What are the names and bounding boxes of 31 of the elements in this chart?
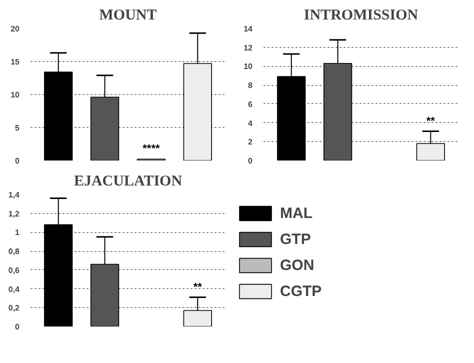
y-tick-label: 1,4 bbox=[8, 190, 20, 200]
data-label: ** bbox=[193, 281, 203, 294]
y-tick-label: 0,8 bbox=[8, 247, 20, 256]
y-tick-label: 6 bbox=[248, 100, 254, 109]
legend-label: GTP bbox=[280, 230, 311, 248]
y-tick-label: 1 bbox=[15, 228, 20, 238]
data-label: ** bbox=[426, 115, 436, 128]
chart-title: EJACULATION bbox=[74, 174, 182, 190]
y-tick-label: 4 bbox=[248, 118, 254, 128]
chart-title: MOUNT bbox=[99, 8, 157, 24]
y-tick-label: 1,2 bbox=[8, 209, 20, 218]
chart-title: INTROMISSION bbox=[304, 8, 418, 24]
y-tick-label: 0 bbox=[15, 156, 20, 166]
y-tick-label: 14 bbox=[244, 24, 254, 34]
y-tick-label: 10 bbox=[10, 90, 20, 100]
y-tick-label: 20 bbox=[10, 24, 20, 34]
y-tick-label: 12 bbox=[244, 43, 254, 52]
legend-label: CGTP bbox=[280, 282, 322, 300]
y-tick-label: 8 bbox=[248, 81, 254, 90]
y-tick-label: 0,2 bbox=[8, 304, 20, 313]
y-tick-label: 10 bbox=[244, 62, 254, 72]
y-tick-label: 0 bbox=[248, 156, 254, 166]
y-tick-label: 15 bbox=[10, 58, 20, 66]
legend-label: GON bbox=[280, 256, 314, 274]
legend-label: MAL bbox=[280, 204, 312, 222]
y-tick-label: 0,6 bbox=[8, 266, 20, 275]
data-label: **** bbox=[142, 143, 160, 156]
y-tick-label: 0,4 bbox=[8, 284, 20, 294]
y-tick-label: 5 bbox=[15, 124, 20, 132]
y-tick-label: 0 bbox=[15, 322, 20, 332]
y-tick-label: 2 bbox=[248, 138, 254, 147]
